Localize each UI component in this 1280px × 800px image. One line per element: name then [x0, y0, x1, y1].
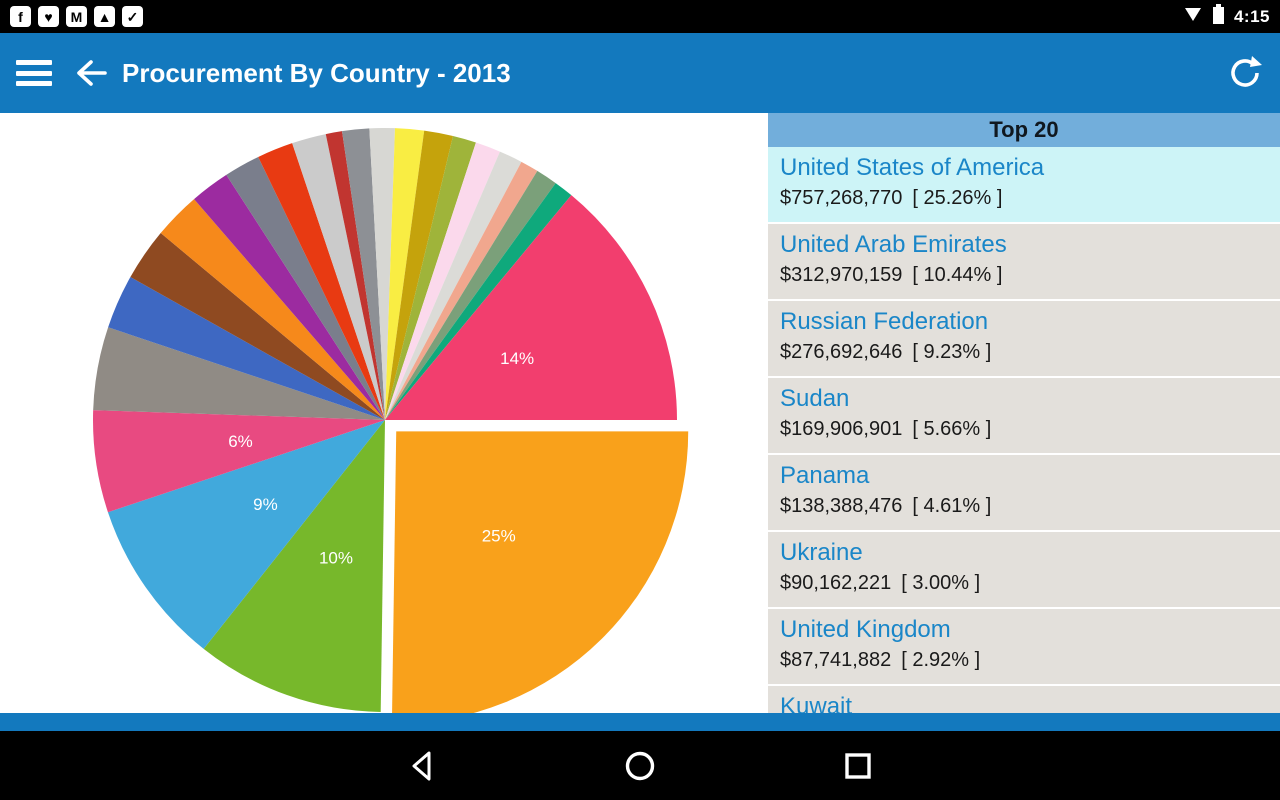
country-amount: $276,692,646[ 9.23% ]	[780, 341, 992, 363]
pie-slice-united-states-of-america[interactable]	[392, 431, 689, 713]
facebook-icon: f	[10, 6, 31, 27]
list-item-russia[interactable]: Russian Federation $276,692,646[ 9.23% ]	[768, 301, 1280, 378]
pie-slice-label: 25%	[482, 526, 516, 545]
pie-slice-russian-federation[interactable]	[107, 420, 385, 649]
pie-slice-unlabeled-22[interactable]	[385, 183, 572, 420]
pie-slice-unlabeled-20[interactable]	[385, 161, 538, 420]
mail-icon: M	[66, 6, 87, 27]
page-title: Procurement By Country - 2013	[122, 57, 511, 88]
country-amount: $138,388,476[ 4.61% ]	[780, 495, 992, 517]
pie-slice-panama[interactable]	[93, 327, 385, 420]
clock: 4:15	[1233, 6, 1270, 26]
list-item-uk[interactable]: United Kingdom $87,741,882[ 2.92% ]	[768, 609, 1280, 686]
pie-slice-unlabeled-16[interactable]	[385, 130, 454, 420]
pie-slice-ukraine[interactable]	[108, 277, 386, 420]
pie-slice-label: 14%	[500, 349, 534, 368]
list-item-usa[interactable]: United States of America $757,268,770[ 2…	[768, 147, 1280, 224]
pie-slice-sudan[interactable]	[93, 410, 385, 513]
refresh-icon[interactable]	[1226, 54, 1264, 92]
pie-slice-unlabeled-23[interactable]	[385, 195, 677, 420]
back-icon[interactable]	[404, 748, 440, 784]
bottom-accent-strip	[0, 713, 1280, 731]
pie-slice-unlabeled-11[interactable]	[292, 134, 385, 421]
country-amount: $169,906,901[ 5.66% ]	[780, 418, 992, 440]
list-item-sudan[interactable]: Sudan $169,906,901[ 5.66% ]	[768, 378, 1280, 455]
main-content: 25% 10% 9% 6% 14% Top 20 United States of Am…	[0, 113, 1280, 713]
navigation-bar	[0, 731, 1280, 800]
back-arrow-icon[interactable]	[74, 58, 108, 88]
country-name: United States of America	[780, 154, 1045, 181]
pie-slice-unlabeled-19[interactable]	[385, 151, 522, 420]
country-name: Ukraine	[780, 539, 863, 566]
app-bar: Procurement By Country - 2013	[0, 33, 1280, 113]
home-icon[interactable]	[622, 748, 658, 784]
list-item-uae[interactable]: United Arab Emirates $312,970,159[ 10.44…	[768, 224, 1280, 301]
battery-icon	[1212, 4, 1225, 29]
list-header: Top 20	[768, 113, 1280, 147]
procurement-pie-chart[interactable]: 25% 10% 9% 6% 14%	[0, 113, 768, 713]
pie-slice-unlabeled-13[interactable]	[341, 128, 385, 420]
list-item-kuwait[interactable]: Kuwait	[768, 686, 1280, 713]
hamburger-menu-icon[interactable]	[16, 60, 52, 86]
country-amount: $90,162,221[ 3.00% ]	[780, 572, 981, 594]
top20-panel: Top 20 United States of America $757,268…	[768, 113, 1280, 713]
pie-slice-kuwait[interactable]	[160, 199, 385, 420]
heart-icon: ♥	[38, 6, 59, 27]
wifi-icon	[1183, 6, 1203, 27]
pie-slice-united-arab-emirates[interactable]	[203, 420, 385, 712]
recents-icon[interactable]	[840, 748, 876, 784]
pie-slice-unlabeled-8[interactable]	[194, 174, 385, 420]
pie-slice-unlabeled-12[interactable]	[325, 131, 385, 420]
pie-slice-unlabeled-14[interactable]	[369, 127, 395, 420]
country-name: Panama	[780, 462, 870, 489]
list-item-panama[interactable]: Panama $138,388,476[ 4.61% ]	[768, 455, 1280, 532]
country-amount: $757,268,770[ 25.26% ]	[780, 187, 1003, 209]
download-icon: ✓	[122, 6, 143, 27]
country-name: Kuwait	[780, 693, 853, 713]
pie-slice-label: 6%	[228, 432, 253, 451]
pie-slice-unlabeled-17[interactable]	[385, 136, 476, 421]
pie-slice-unlabeled-15[interactable]	[385, 128, 425, 420]
system-status-area: 4:15	[1183, 4, 1270, 29]
pie-slice-unlabeled-21[interactable]	[385, 170, 556, 420]
pie-slice-unlabeled-10[interactable]	[258, 143, 385, 420]
country-name: United Arab Emirates	[780, 231, 1007, 258]
notification-area: f ♥ M ▲ ✓	[10, 6, 143, 27]
list-item-ukraine[interactable]: Ukraine $90,162,221[ 3.00% ]	[768, 532, 1280, 609]
pie-slice-label: 9%	[253, 495, 278, 514]
pie-slice-united-kingdom[interactable]	[130, 233, 385, 420]
pie-chart-area: 25% 10% 9% 6% 14%	[0, 113, 768, 713]
pie-slice-unlabeled-9[interactable]	[226, 156, 385, 421]
country-amount: $87,741,882[ 2.92% ]	[780, 649, 981, 671]
country-amount: $312,970,159[ 10.44% ]	[780, 264, 1003, 286]
country-name: Sudan	[780, 385, 850, 412]
gallery-icon: ▲	[94, 6, 115, 27]
country-name: Russian Federation	[780, 308, 989, 335]
status-bar: f ♥ M ▲ ✓ 4:15	[0, 0, 1280, 33]
pie-slice-unlabeled-18[interactable]	[385, 142, 500, 420]
country-name: United Kingdom	[780, 616, 951, 643]
pie-slice-label: 10%	[319, 549, 353, 568]
